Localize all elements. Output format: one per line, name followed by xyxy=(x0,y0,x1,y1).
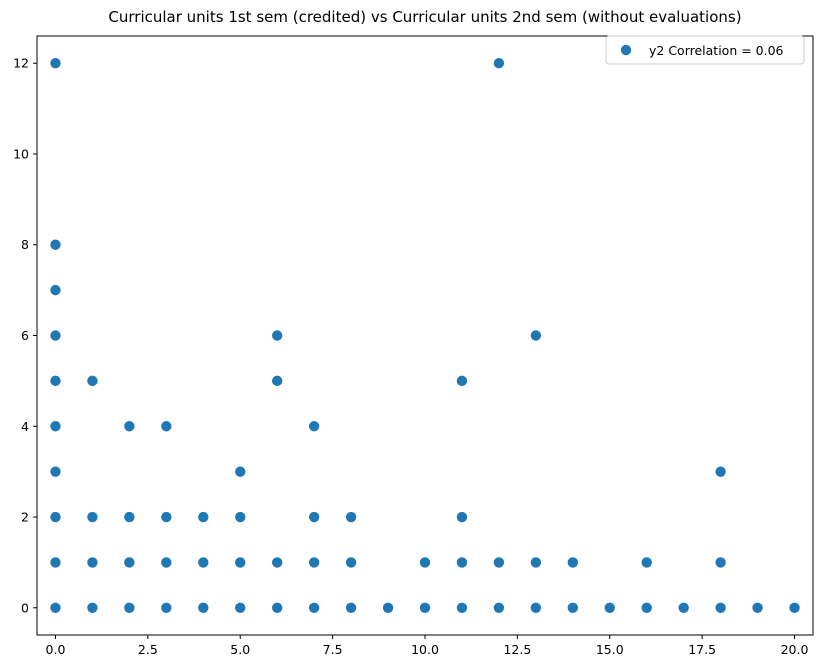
legend-marker xyxy=(620,44,632,56)
data-point xyxy=(198,602,209,613)
y-tick-label: 12 xyxy=(13,56,29,71)
data-point xyxy=(715,602,726,613)
data-point xyxy=(50,602,61,613)
data-point xyxy=(271,330,283,341)
data-point xyxy=(124,511,135,523)
data-point xyxy=(530,330,542,341)
data-point xyxy=(87,511,98,523)
data-point xyxy=(715,466,726,477)
legend-box xyxy=(605,35,805,65)
data-point xyxy=(50,58,61,69)
data-point xyxy=(235,557,246,568)
y-tick-label: 10 xyxy=(13,146,29,161)
axes-frame xyxy=(36,35,814,636)
data-point xyxy=(530,602,542,613)
data-point xyxy=(456,375,468,387)
data-point xyxy=(198,511,209,523)
y-tick-label: 4 xyxy=(21,419,29,434)
data-point xyxy=(161,557,172,568)
data-point xyxy=(87,557,98,568)
data-point xyxy=(235,466,246,477)
data-point xyxy=(308,511,320,523)
y-tick-label: 2 xyxy=(21,510,29,525)
x-tick-label: 12.5 xyxy=(503,642,531,657)
data-point xyxy=(124,421,135,432)
data-point xyxy=(161,511,172,523)
data-point xyxy=(456,557,468,568)
data-point xyxy=(124,557,135,568)
data-point xyxy=(161,421,172,432)
data-point xyxy=(419,602,431,613)
data-point xyxy=(493,557,505,568)
x-tick-label: 20.0 xyxy=(781,642,809,657)
plot-area xyxy=(50,58,800,613)
x-tick-label: 2.5 xyxy=(138,642,158,657)
data-point xyxy=(124,602,135,613)
data-point xyxy=(308,557,320,568)
data-point xyxy=(641,602,652,613)
x-tick-label: 17.5 xyxy=(688,642,716,657)
data-point xyxy=(752,602,763,613)
data-point xyxy=(493,602,505,613)
data-point xyxy=(456,602,468,613)
data-point xyxy=(308,421,320,432)
data-point xyxy=(789,602,800,613)
data-point xyxy=(50,557,61,568)
x-tick-label: 0.0 xyxy=(46,642,66,657)
data-point xyxy=(271,557,283,568)
x-tick-label: 10.0 xyxy=(411,642,439,657)
chart-title: Curricular units 1st sem (credited) vs C… xyxy=(108,8,741,26)
data-point xyxy=(641,557,652,568)
data-point xyxy=(308,602,320,613)
data-point xyxy=(419,557,431,568)
data-point xyxy=(567,602,579,613)
data-point xyxy=(382,602,394,613)
axes: 0.0 2.5 5.0 7.5 10.0 12.5 15.0 17.5 20.0 0 2 4 6 8 10 1… xyxy=(13,35,814,657)
x-tick-label: 15.0 xyxy=(596,642,624,657)
data-point xyxy=(50,239,61,250)
data-point xyxy=(50,375,61,387)
x-tick-label: 7.5 xyxy=(323,642,343,657)
y-tick-label: 8 xyxy=(21,237,29,252)
data-point xyxy=(50,284,61,296)
data-point xyxy=(235,602,246,613)
data-point xyxy=(50,421,61,432)
data-point xyxy=(567,557,579,568)
data-point xyxy=(87,602,98,613)
data-point xyxy=(235,511,246,523)
data-point xyxy=(715,557,726,568)
data-point xyxy=(345,557,357,568)
data-point xyxy=(271,602,283,613)
data-point xyxy=(530,557,542,568)
data-point xyxy=(198,557,209,568)
y-tick-label: 0 xyxy=(21,600,29,615)
legend: y2 Correlation = 0.06 xyxy=(605,35,805,65)
data-point xyxy=(345,602,357,613)
legend-label: y2 Correlation = 0.06 xyxy=(649,43,784,58)
data-point xyxy=(50,330,61,341)
data-point xyxy=(456,511,468,523)
data-point xyxy=(50,466,61,477)
y-tick-label: 6 xyxy=(21,328,29,343)
x-tick-label: 5.0 xyxy=(230,642,250,657)
data-point xyxy=(161,602,172,613)
data-point xyxy=(345,511,357,523)
data-point xyxy=(493,58,505,69)
data-point xyxy=(604,602,615,613)
data-point xyxy=(87,375,98,387)
data-point xyxy=(50,511,61,523)
data-point xyxy=(678,602,689,613)
data-point xyxy=(271,375,283,387)
